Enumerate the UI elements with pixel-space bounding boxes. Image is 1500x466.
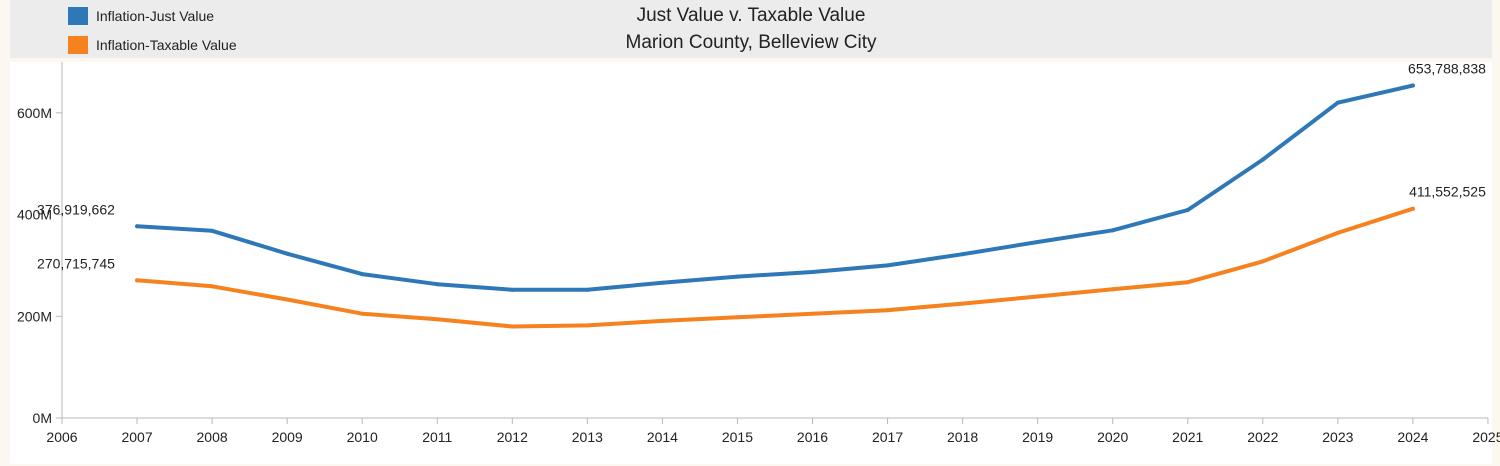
x-tick-label: 2021 (1172, 429, 1203, 445)
data-point[interactable] (1110, 228, 1115, 233)
data-label: 270,715,745 (37, 255, 115, 271)
data-point[interactable] (135, 278, 140, 283)
data-point[interactable] (885, 308, 890, 313)
x-tick-label: 2014 (647, 429, 678, 445)
x-tick-label: 2020 (1097, 429, 1128, 445)
data-point[interactable] (1260, 259, 1265, 264)
data-label: 376,919,662 (37, 201, 115, 217)
data-point[interactable] (435, 282, 440, 287)
data-point[interactable] (1185, 280, 1190, 285)
x-tick-label: 2017 (872, 429, 903, 445)
data-point[interactable] (960, 252, 965, 257)
y-tick-label: 600M (17, 105, 52, 121)
data-point[interactable] (1260, 157, 1265, 162)
data-labels: 376,919,662 653,788,838 270,715,745 411,552… (37, 61, 1486, 272)
x-tick-label: 2012 (497, 429, 528, 445)
data-point[interactable] (960, 301, 965, 306)
data-point[interactable] (1035, 294, 1040, 299)
data-point[interactable] (510, 287, 515, 292)
legend-label-taxable-value: Inflation-Taxable Value (96, 37, 237, 53)
legend-swatch-just-value (68, 7, 88, 25)
data-point[interactable] (1110, 287, 1115, 292)
x-tick-label: 2009 (272, 429, 303, 445)
x-tick-label: 2006 (46, 429, 77, 445)
data-point[interactable] (735, 315, 740, 320)
x-tick-label: 2010 (347, 429, 378, 445)
x-tick-label: 2022 (1247, 429, 1278, 445)
series-line-0[interactable] (135, 83, 1415, 292)
data-point[interactable] (1335, 100, 1340, 105)
y-tick-label: 400M (17, 207, 52, 223)
x-tick-label: 2011 (422, 429, 452, 445)
data-point[interactable] (1410, 83, 1415, 88)
series-lines (135, 83, 1415, 329)
x-tick-label: 2007 (121, 429, 152, 445)
data-point[interactable] (210, 228, 215, 233)
data-point[interactable] (810, 270, 815, 275)
data-point[interactable] (585, 323, 590, 328)
legend-label-just-value: Inflation-Just Value (96, 8, 215, 24)
data-point[interactable] (285, 297, 290, 302)
data-point[interactable] (585, 287, 590, 292)
plot-area-background (10, 62, 1492, 464)
data-point[interactable] (735, 274, 740, 279)
data-point[interactable] (660, 318, 665, 323)
data-point[interactable] (660, 280, 665, 285)
x-tick-label: 2023 (1322, 429, 1353, 445)
data-point[interactable] (1185, 207, 1190, 212)
x-tick-label: 2018 (947, 429, 978, 445)
series-line-1[interactable] (135, 206, 1415, 329)
data-label: 411,552,525 (1409, 184, 1486, 200)
data-point[interactable] (885, 263, 890, 268)
chart-header: Inflation-Just Value Inflation-Taxable V… (10, 0, 1492, 58)
data-point[interactable] (210, 284, 215, 289)
data-point[interactable] (435, 317, 440, 322)
data-point[interactable] (1035, 240, 1040, 245)
x-tick-label: 2019 (1022, 429, 1053, 445)
chart-title: Just Value v. Taxable Value (636, 5, 866, 26)
data-point[interactable] (510, 324, 515, 329)
chart-subtitle: Marion County, Belleview City (625, 32, 877, 53)
data-point[interactable] (135, 224, 140, 229)
data-point[interactable] (810, 311, 815, 316)
legend-swatch-taxable-value (68, 36, 88, 54)
x-tick-label: 2024 (1397, 429, 1428, 445)
data-point[interactable] (1335, 230, 1340, 235)
data-point[interactable] (360, 272, 365, 277)
data-point[interactable] (285, 251, 290, 256)
y-tick-label: 200M (17, 308, 52, 324)
x-tick-label: 2008 (197, 429, 228, 445)
x-tick-label: 2025 (1472, 429, 1500, 445)
x-tick-label: 2013 (572, 429, 603, 445)
data-point[interactable] (360, 311, 365, 316)
y-tick-label: 0M (33, 410, 52, 426)
data-label: 653,788,838 (1408, 61, 1486, 77)
x-tick-label: 2016 (797, 429, 828, 445)
axes: 2006 2007 2008 2009 2010 2011 2012 2013 2014 2015… (17, 62, 1500, 445)
x-tick-label: 2015 (722, 429, 753, 445)
data-point[interactable] (1410, 206, 1415, 211)
